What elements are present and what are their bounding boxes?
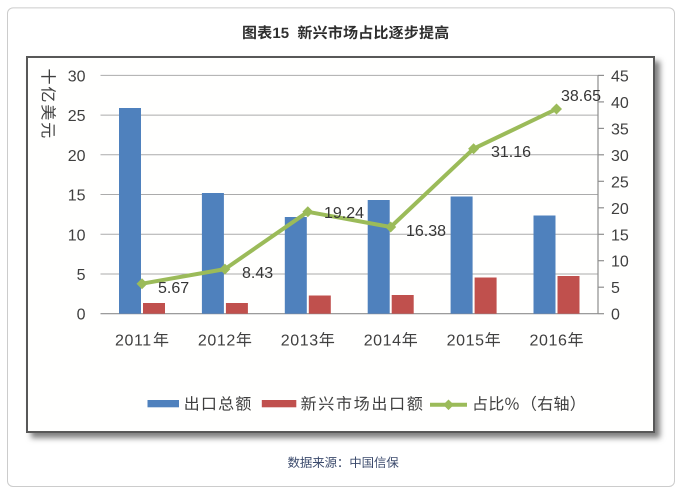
- svg-text:15: 15: [68, 188, 86, 205]
- svg-text:5: 5: [77, 267, 86, 284]
- svg-text:30: 30: [68, 68, 86, 85]
- svg-text:10: 10: [68, 227, 86, 244]
- svg-text:40: 40: [611, 95, 629, 112]
- svg-text:38.65: 38.65: [561, 88, 601, 105]
- svg-text:31.16: 31.16: [491, 144, 531, 161]
- svg-text:10: 10: [611, 254, 629, 271]
- svg-text:45: 45: [611, 68, 629, 85]
- svg-text:15: 15: [611, 227, 629, 244]
- svg-text:0: 0: [611, 307, 620, 324]
- svg-text:35: 35: [611, 121, 629, 138]
- svg-text:2016: 2016: [530, 333, 568, 350]
- svg-text:20: 20: [68, 148, 86, 165]
- svg-text:2012: 2012: [198, 333, 236, 350]
- svg-text:2013: 2013: [281, 333, 319, 350]
- svg-text:2011: 2011: [115, 333, 152, 350]
- svg-text:20: 20: [611, 201, 629, 218]
- svg-text:30: 30: [611, 148, 629, 165]
- svg-text:16.38: 16.38: [406, 223, 446, 240]
- svg-text:5.67: 5.67: [158, 280, 189, 297]
- svg-text:25: 25: [68, 108, 86, 125]
- svg-text:8.43: 8.43: [242, 265, 273, 282]
- svg-text:2015: 2015: [447, 333, 485, 350]
- svg-text:19.24: 19.24: [324, 205, 364, 222]
- svg-text:25: 25: [611, 174, 629, 191]
- svg-text:0: 0: [77, 307, 86, 324]
- svg-text:5: 5: [611, 280, 620, 297]
- svg-text:2014: 2014: [364, 333, 402, 350]
